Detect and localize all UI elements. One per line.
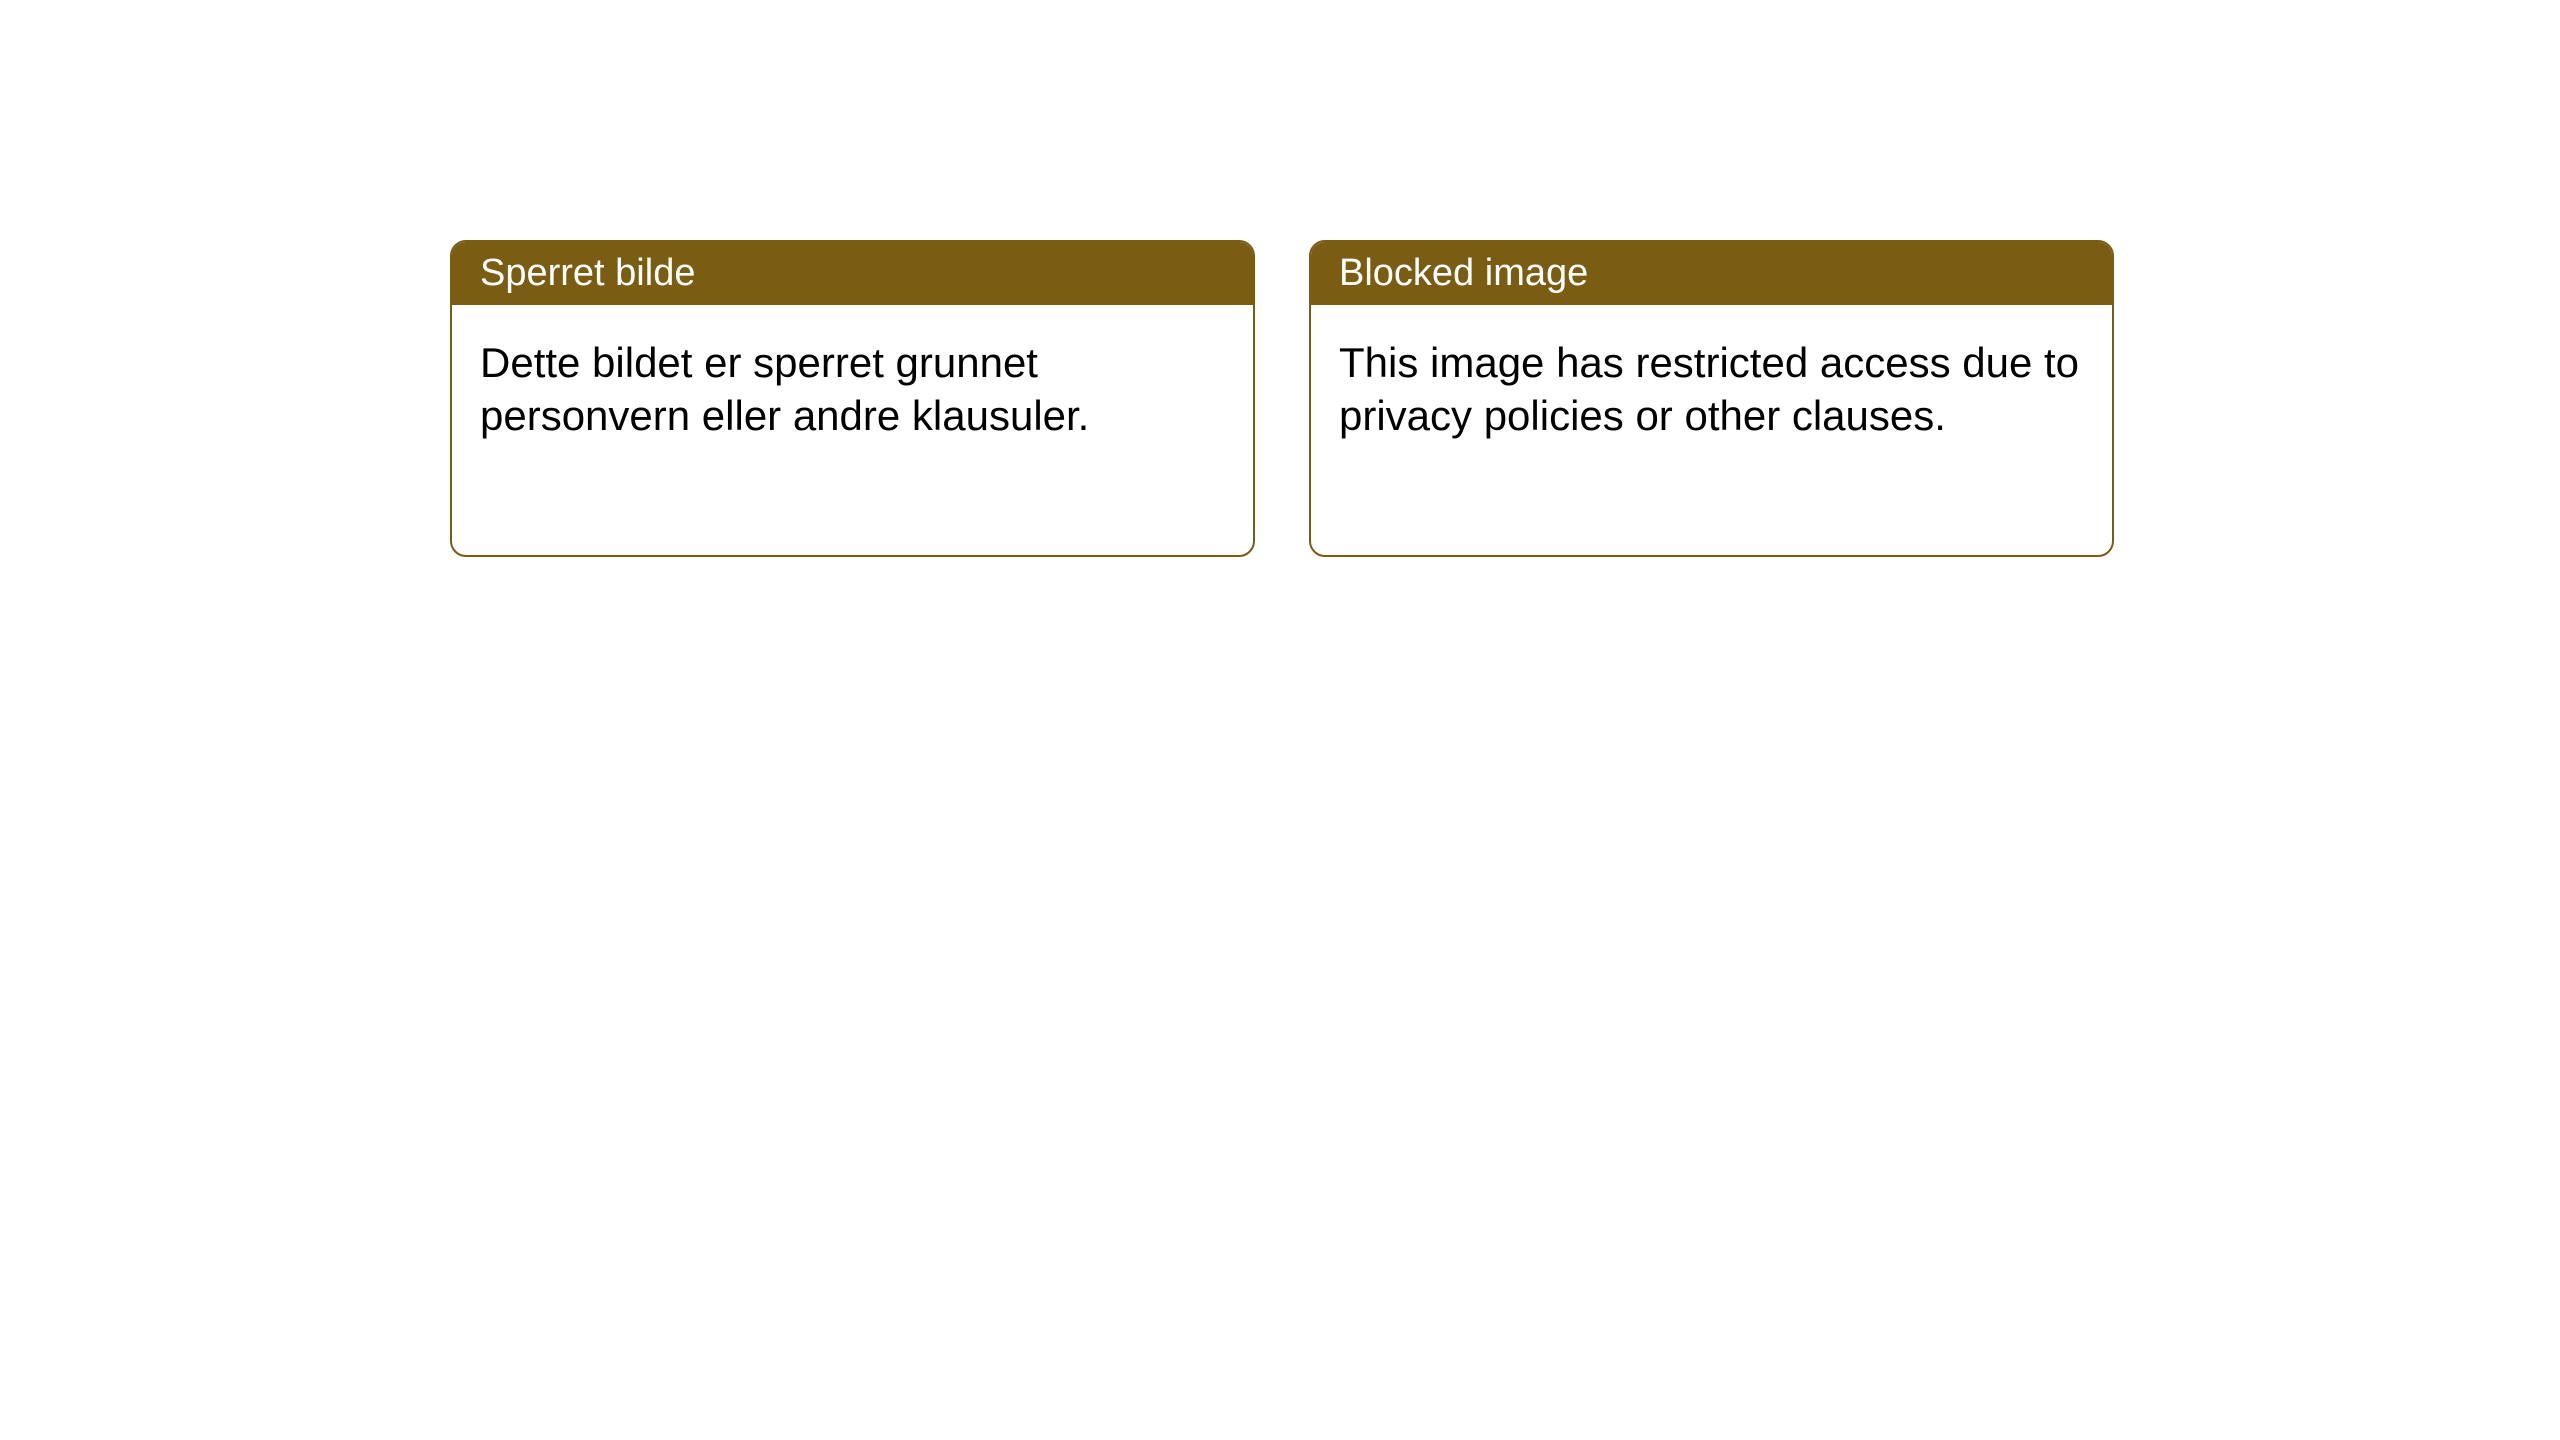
notice-box-english: Blocked image This image has restricted …: [1309, 240, 2114, 557]
notice-container: Sperret bilde Dette bildet er sperret gr…: [0, 0, 2560, 557]
notice-header-norwegian: Sperret bilde: [452, 242, 1253, 305]
notice-box-norwegian: Sperret bilde Dette bildet er sperret gr…: [450, 240, 1255, 557]
notice-header-english: Blocked image: [1311, 242, 2112, 305]
notice-body-english: This image has restricted access due to …: [1311, 305, 2112, 555]
notice-body-norwegian: Dette bildet er sperret grunnet personve…: [452, 305, 1253, 555]
